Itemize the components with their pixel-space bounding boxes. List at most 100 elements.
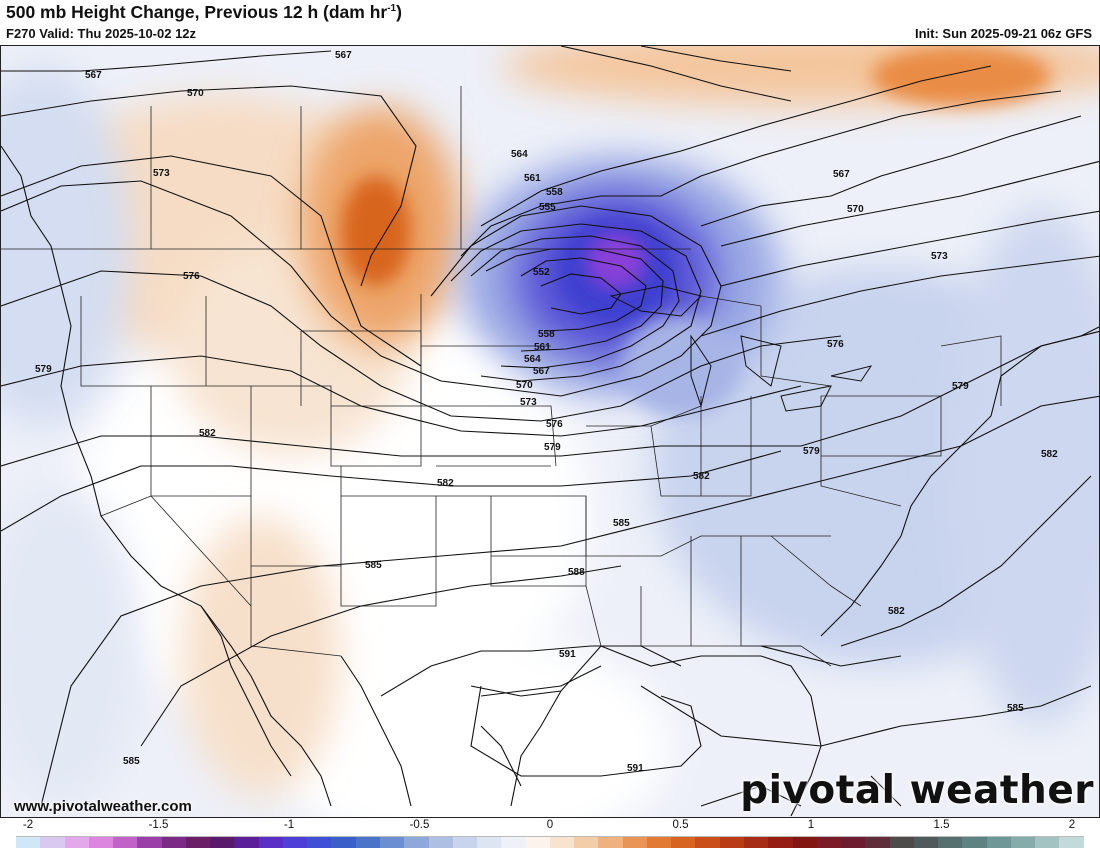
contour-label: 570 <box>847 204 864 215</box>
contour-label: 570 <box>516 380 533 391</box>
colorbar-swatch <box>816 837 842 848</box>
state-boundaries <box>1 86 1002 667</box>
contour-label: 591 <box>627 763 644 774</box>
colorbar-swatch <box>452 837 478 848</box>
colorbar-swatch <box>646 837 672 848</box>
colorbar-swatch <box>355 837 380 848</box>
colorbar-swatch <box>64 837 89 848</box>
colorbar-tick-label: -0.5 <box>409 819 430 831</box>
contour-label: 579 <box>35 364 52 375</box>
contour-label: 573 <box>931 251 948 262</box>
contour-label: 567 <box>335 50 352 61</box>
contour-label: 582 <box>888 606 905 617</box>
colorbar-tick-label: 1.5 <box>933 819 950 831</box>
contour-label: 585 <box>123 756 140 767</box>
colorbar-swatch <box>719 837 744 848</box>
colorbar-swatch <box>282 837 308 848</box>
contour-label: 582 <box>437 478 454 489</box>
contour-label: 561 <box>524 173 541 184</box>
map-title: 500 mb Height Change, Previous 12 h (dam… <box>6 2 402 23</box>
colorbar-swatch <box>1035 837 1060 848</box>
colorbar-swatch <box>501 837 526 848</box>
colorbar-swatch <box>743 837 769 848</box>
init-time: Init: Sun 2025-09-21 06z GFS <box>914 26 1092 41</box>
colorbar-swatch <box>258 837 283 848</box>
contour-label: 582 <box>199 428 216 439</box>
contour-label: 567 <box>85 70 102 81</box>
contour-label: 591 <box>559 649 576 660</box>
contour-label: 585 <box>613 518 630 529</box>
title-main: 500 mb Height Change, Previous 12 h (dam… <box>6 2 388 22</box>
height-change-shading <box>1 46 1099 817</box>
colorbar-swatch <box>40 837 65 848</box>
height-contours <box>1 46 1099 807</box>
colorbar-swatch <box>404 837 429 848</box>
contour-label: 585 <box>1007 703 1024 714</box>
colorbar-swatch <box>598 837 623 848</box>
colorbar-swatch <box>307 837 332 848</box>
colorbar-tick-label: -1.5 <box>148 819 169 831</box>
contour-label: 582 <box>693 471 710 482</box>
colorbar-tick-label: -2 <box>22 819 34 831</box>
colorbar-swatch <box>938 837 963 848</box>
contour-label: 588 <box>568 567 585 578</box>
contour-label: 552 <box>533 267 550 278</box>
colorbar-swatch <box>695 837 720 848</box>
colorbar-swatch <box>986 837 1011 848</box>
colorbar-swatch <box>161 837 186 848</box>
contour-label: 585 <box>365 560 382 571</box>
colorbar-swatch <box>1010 837 1036 848</box>
colorbar-swatch <box>137 837 162 848</box>
contour-label: 582 <box>1041 449 1058 460</box>
contour-label: 558 <box>546 187 563 198</box>
colorbar-swatch <box>841 837 866 848</box>
colorbar-swatch <box>331 837 356 848</box>
weather-map[interactable]: 567 567 570 573 576 579 582 582 585 585 … <box>0 45 1100 818</box>
colorbar-swatch <box>768 837 793 848</box>
colorbar-swatch <box>962 837 987 848</box>
colorbar-tick-label: 1 <box>807 819 815 831</box>
colorbar-swatch <box>913 837 939 848</box>
title-end: ) <box>396 2 402 22</box>
contour-label: 564 <box>511 149 528 160</box>
contour-label: 567 <box>533 366 550 377</box>
contour-label: 579 <box>544 442 561 453</box>
colorbar-swatch <box>549 837 575 848</box>
colorbar-swatch <box>574 837 599 848</box>
colorbar-swatch <box>185 837 211 848</box>
colorbar-swatch <box>16 837 41 848</box>
contour-label: 570 <box>187 88 204 99</box>
colorbar-swatch <box>1059 837 1084 848</box>
pivotal-weather-logo: pivotal weather <box>740 768 1094 813</box>
colorbar-tick-label: -1 <box>283 819 295 831</box>
contour-label: 573 <box>520 397 537 408</box>
colorbar-swatch <box>428 837 453 848</box>
colorbar-tick-label: 2 <box>1068 819 1076 831</box>
contour-label: 579 <box>952 381 969 392</box>
colorbar-swatch <box>622 837 647 848</box>
colorbar-swatches <box>16 836 1084 848</box>
contour-labels: 567 567 570 573 576 579 582 582 585 585 … <box>35 50 1058 774</box>
contour-label: 573 <box>153 168 170 179</box>
colorbar-swatch <box>88 837 114 848</box>
colorbar-tick-label: 0.5 <box>672 819 689 831</box>
colorbar-swatch <box>379 837 405 848</box>
contour-label: 579 <box>803 446 820 457</box>
colorbar-swatch <box>671 837 696 848</box>
contour-label: 576 <box>183 271 200 282</box>
contour-label: 564 <box>524 354 541 365</box>
contour-label: 555 <box>539 202 556 213</box>
colorbar-swatch <box>477 837 502 848</box>
map-svg: 567 567 570 573 576 579 582 582 585 585 … <box>1 46 1099 817</box>
header-bar: 500 mb Height Change, Previous 12 h (dam… <box>0 0 1100 46</box>
valid-time: F270 Valid: Thu 2025-10-02 12z <box>6 26 197 41</box>
colorbar-swatch <box>865 837 890 848</box>
colorbar-swatch <box>525 837 550 848</box>
colorbar-swatch <box>792 837 817 848</box>
colorbar-swatch <box>889 837 914 848</box>
colorbar: -2 -1.5 -1 -0.5 0 0.5 1 1.5 2 <box>0 818 1100 850</box>
colorbar-tick-label: 0 <box>546 819 554 831</box>
contour-label: 576 <box>546 419 563 430</box>
contour-label: 567 <box>833 169 850 180</box>
title-superscript: -1 <box>387 3 397 15</box>
